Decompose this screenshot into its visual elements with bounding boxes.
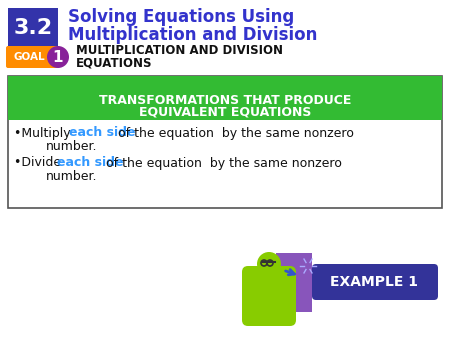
FancyBboxPatch shape: [242, 266, 296, 326]
Text: GOAL: GOAL: [13, 52, 45, 62]
Text: TRANSFORMATIONS THAT PRODUCE: TRANSFORMATIONS THAT PRODUCE: [99, 94, 351, 106]
Text: EQUATIONS: EQUATIONS: [76, 56, 153, 70]
Text: number.: number.: [46, 141, 98, 153]
Text: EQUIVALENT EQUATIONS: EQUIVALENT EQUATIONS: [139, 105, 311, 119]
Text: of the equation  by the same nonzero: of the equation by the same nonzero: [102, 156, 342, 169]
Text: 1: 1: [53, 49, 63, 65]
Text: each side: each side: [57, 156, 123, 169]
Text: each side: each side: [69, 126, 135, 140]
FancyBboxPatch shape: [8, 76, 442, 208]
Text: Solving Equations Using: Solving Equations Using: [68, 8, 294, 26]
Circle shape: [257, 252, 281, 276]
FancyBboxPatch shape: [8, 8, 58, 48]
Text: •Divide: •Divide: [14, 156, 65, 169]
Text: EXAMPLE 1: EXAMPLE 1: [330, 275, 418, 289]
Text: •Multiply: •Multiply: [14, 126, 75, 140]
FancyBboxPatch shape: [8, 76, 442, 120]
Circle shape: [47, 46, 69, 68]
Text: number.: number.: [46, 170, 98, 184]
Text: MULTIPLICATION AND DIVISION: MULTIPLICATION AND DIVISION: [76, 45, 283, 57]
Text: Multiplication and Division: Multiplication and Division: [68, 26, 317, 44]
FancyBboxPatch shape: [276, 253, 312, 312]
Text: of the equation  by the same nonzero: of the equation by the same nonzero: [114, 126, 354, 140]
FancyBboxPatch shape: [312, 264, 438, 300]
Text: 3.2: 3.2: [14, 18, 53, 38]
FancyBboxPatch shape: [6, 46, 58, 68]
